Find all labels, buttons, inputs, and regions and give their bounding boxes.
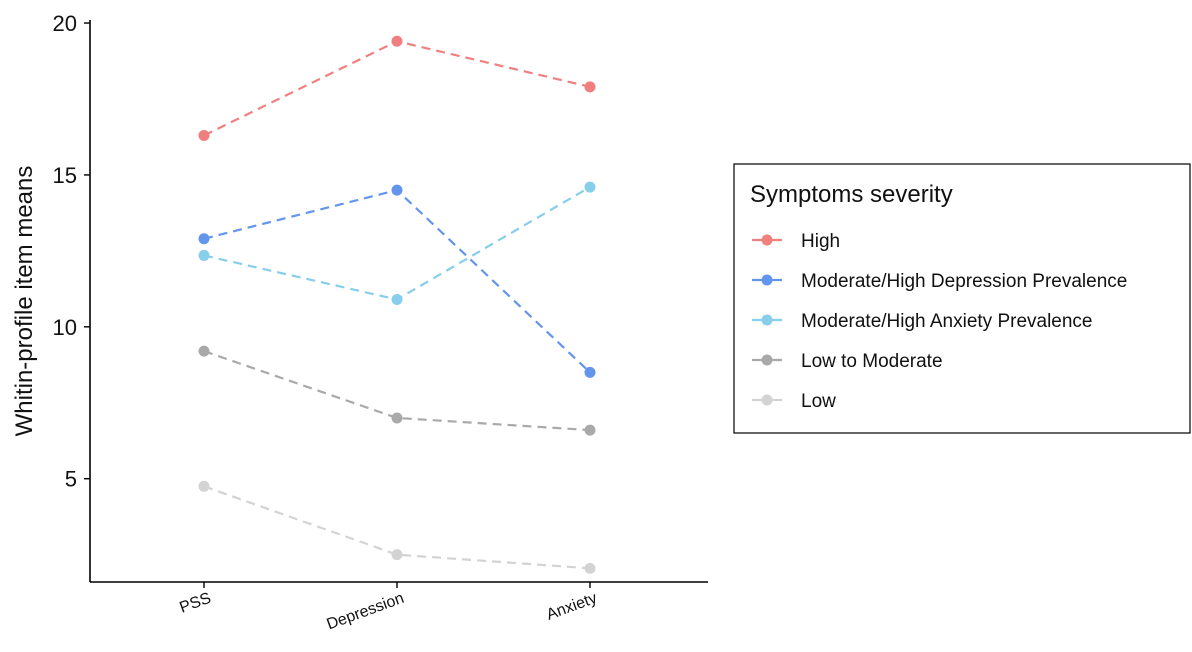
x-tick-label: PSS	[177, 590, 213, 617]
legend-label: Low to Moderate	[801, 351, 943, 372]
series-line	[203, 350, 591, 432]
legend-key-point	[761, 354, 773, 366]
legend-label: Moderate/High Anxiety Prevalence	[801, 311, 1093, 332]
y-tick-label: 20	[53, 11, 77, 36]
y-tick-label: 10	[53, 315, 77, 340]
series-line	[203, 186, 591, 301]
data-point	[391, 35, 403, 47]
data-point	[584, 562, 596, 574]
y-tick-label: 15	[53, 163, 77, 188]
y-tick-label: 5	[65, 467, 77, 492]
data-point	[198, 480, 210, 492]
legend-box	[733, 163, 1191, 434]
data-point	[198, 249, 210, 261]
legend-label: Low	[801, 391, 836, 412]
data-point	[391, 184, 403, 196]
legend-key-point	[761, 314, 773, 326]
x-tick-label: Depression	[324, 590, 406, 634]
data-point	[584, 81, 596, 93]
data-point	[198, 233, 210, 245]
x-tick-label: Anxiety	[544, 590, 599, 624]
legend-key-point	[761, 274, 773, 286]
data-point	[584, 366, 596, 378]
series-line	[203, 40, 591, 137]
series-line	[203, 188, 591, 374]
legend-items: High Moderate/High Depression Prevalence M…	[752, 231, 1127, 412]
legend-title: Symptoms severity	[750, 181, 953, 208]
plot-area: 5 10 15 20 PSS Depression Anxiety	[53, 11, 708, 633]
data-point	[584, 424, 596, 436]
y-ticks: 5 10 15 20	[53, 11, 90, 492]
legend: Symptoms severity High Moderate/High Depr…	[733, 163, 1191, 434]
data-point	[391, 549, 403, 561]
legend-label: High	[801, 231, 840, 252]
data-point	[584, 181, 596, 193]
series-line	[203, 485, 591, 570]
legend-key-point	[761, 234, 773, 246]
data-point	[198, 345, 210, 357]
data-point	[198, 129, 210, 141]
x-ticks: PSS Depression Anxiety	[177, 582, 599, 633]
y-axis-title: Whitin-profile item means	[11, 166, 38, 437]
data-point	[391, 293, 403, 305]
legend-key-point	[761, 394, 773, 406]
data-point	[391, 412, 403, 424]
legend-label: Moderate/High Depression Prevalence	[801, 271, 1127, 292]
series-points	[198, 35, 596, 574]
